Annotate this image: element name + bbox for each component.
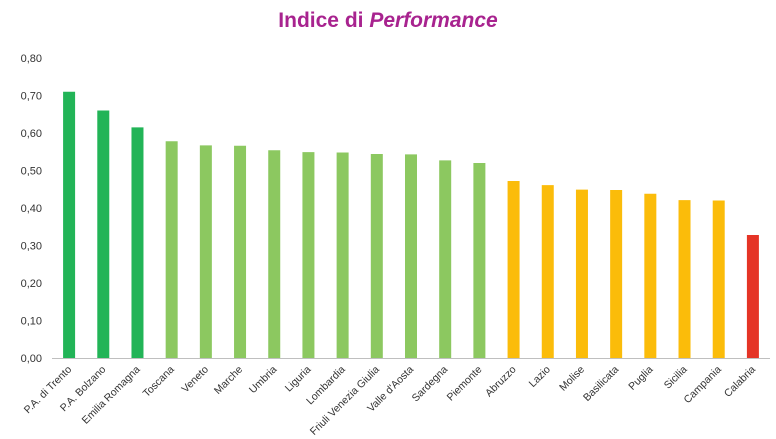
y-tick-label: 0,10 [21, 316, 42, 328]
bar [541, 185, 554, 358]
x-tick-label: Lazio [527, 364, 553, 390]
x-tick-label: Sardegna [410, 364, 451, 405]
x-tick-label: Calabria [722, 364, 758, 400]
x-tick-label: Umbria [247, 364, 280, 397]
bar [575, 189, 588, 358]
bar [234, 145, 247, 358]
chart-title-prefix: Indice di [278, 9, 370, 32]
x-tick-label: Piemonte [445, 364, 485, 404]
bar [644, 193, 657, 358]
x-tick-label: Abruzzo [483, 364, 519, 400]
bar [302, 152, 315, 358]
y-tick-label: 0,40 [21, 203, 42, 215]
bar [370, 154, 383, 358]
bar [610, 190, 623, 358]
y-tick-label: 0,50 [21, 166, 42, 178]
x-tick-label: Toscana [141, 364, 177, 400]
x-tick-label: Basilicata [581, 364, 621, 404]
bar [199, 145, 212, 358]
bars [63, 91, 759, 358]
x-tick-label: Emilia Romagna [80, 364, 143, 427]
bar [336, 152, 349, 358]
bar [165, 141, 178, 358]
x-tick-label: Marche [212, 364, 245, 397]
x-tick-label: Liguria [283, 364, 314, 395]
x-tick-label: Puglia [626, 364, 655, 393]
x-tick-label: Molise [557, 364, 587, 394]
bar [405, 154, 417, 358]
bar [473, 163, 486, 358]
y-tick-label: 0,30 [21, 241, 42, 253]
bar [712, 200, 725, 358]
y-tick-label: 0,20 [21, 278, 42, 290]
bar [678, 200, 691, 358]
x-tick-label: Veneto [179, 364, 211, 396]
bar [97, 110, 110, 358]
y-tick-label: 0,70 [21, 91, 42, 103]
bar [507, 181, 520, 358]
chart-title: Indice di Performance [0, 9, 776, 33]
x-tick-label: Campania [681, 364, 723, 406]
chart-title-emphasis: Performance [369, 9, 498, 32]
y-tick-label: 0,60 [21, 128, 42, 140]
bar [131, 127, 144, 358]
y-tick-label: 0,00 [21, 353, 42, 365]
bar [439, 160, 452, 358]
bar [63, 91, 76, 358]
bar [268, 150, 281, 358]
y-axis: 0,00 0,10 0,20 0,30 0,40 0,50 0,60 0,70 0,80 [21, 53, 42, 365]
bar [746, 235, 759, 358]
y-tick-label: 0,80 [21, 53, 42, 65]
x-tick-label: Sicilia [662, 364, 690, 392]
